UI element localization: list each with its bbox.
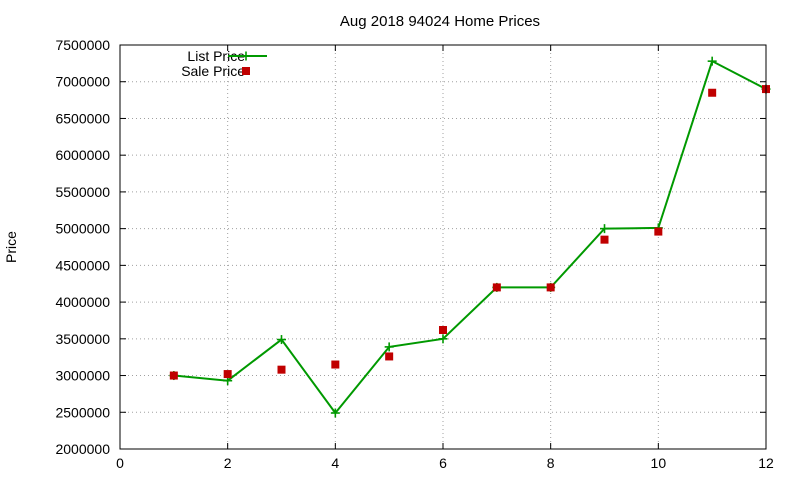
y-tick-label: 6500000 [55,110,110,126]
x-tick-label: 4 [331,455,339,471]
y-tick-label: 4000000 [55,294,110,310]
y-tick-label: 3500000 [55,331,110,347]
sale-price-point [331,360,340,369]
x-tick-label: 0 [116,455,124,471]
y-tick-label: 2000000 [55,441,110,457]
x-tick-label: 12 [758,455,774,471]
y-tick-label: 2500000 [55,404,110,420]
x-tick-label: 8 [547,455,555,471]
list-price-point [277,335,286,345]
sale-price-point [492,283,501,292]
x-tick-label: 6 [439,455,447,471]
y-tick-label: 5500000 [55,184,110,200]
list-price-point [384,342,394,352]
y-tick-label: 7000000 [55,74,110,90]
chart-title: Aug 2018 94024 Home Prices [340,13,540,30]
y-tick-label: 4500000 [55,257,110,273]
sale-price-point [708,88,717,97]
y-tick-label: 7500000 [55,37,110,53]
legend-label: List Price [187,48,245,64]
sale-price-point [223,370,232,379]
x-tick-label: 10 [651,455,667,471]
sale-price-point [439,326,447,335]
axis-ticks: 0 2 4 6 8 10 12 2000000 2500000 3000000 3500000 400… [55,37,774,471]
sale-price-point [654,227,663,236]
list-price-point [330,408,340,418]
list-price-point [707,56,717,66]
sale-price-point [546,283,555,292]
list-price-point [438,334,448,344]
sale-price-point [600,235,609,244]
sale-price-point [385,352,394,361]
y-tick-label: 3000000 [55,368,110,384]
list-price-point [600,224,609,234]
x-tick-label: 2 [224,455,232,471]
sale-price-point [277,365,286,374]
list-price-line [173,59,767,415]
sale-price-point [169,371,178,380]
y-tick-label: 6000000 [55,147,110,163]
legend-plus-marker [241,51,251,61]
y-tick-label: 5000000 [55,221,110,237]
legend-square-marker [242,67,250,75]
legend-label: Sale Price [181,63,245,79]
y-axis-label: Price [3,231,19,263]
